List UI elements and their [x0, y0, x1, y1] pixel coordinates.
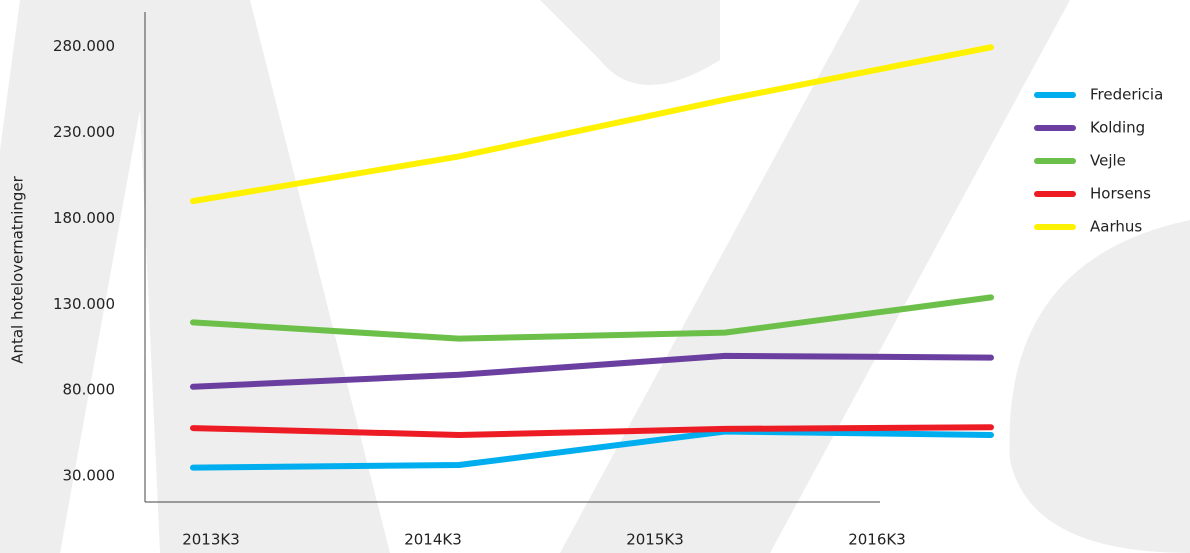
x-tick-label: 2014K3	[404, 531, 462, 549]
series-line	[190, 352, 994, 390]
x-tick-label: 2013K3	[182, 531, 240, 549]
legend-label: Aarhus	[1090, 218, 1142, 236]
legend-label: Fredericia	[1090, 86, 1163, 104]
y-tick-label: 180.000	[53, 209, 115, 227]
series-line	[190, 424, 994, 438]
y-tick-label: 280.000	[53, 37, 115, 55]
legend-label: Kolding	[1090, 119, 1145, 137]
y-tick-label: 130.000	[53, 295, 115, 313]
series-line	[190, 294, 994, 342]
y-axis-label: Antal hotelovernatninger	[9, 175, 27, 363]
y-tick-label: 30.000	[63, 467, 116, 485]
series-line	[190, 428, 994, 471]
legend-label: Vejle	[1090, 152, 1126, 170]
x-tick-label: 2016K3	[848, 531, 906, 549]
y-tick-label: 80.000	[63, 381, 116, 399]
y-tick-label: 230.000	[53, 123, 115, 141]
series-line	[190, 44, 994, 205]
x-tick-label: 2015K3	[626, 531, 684, 549]
legend-label: Horsens	[1090, 185, 1151, 203]
